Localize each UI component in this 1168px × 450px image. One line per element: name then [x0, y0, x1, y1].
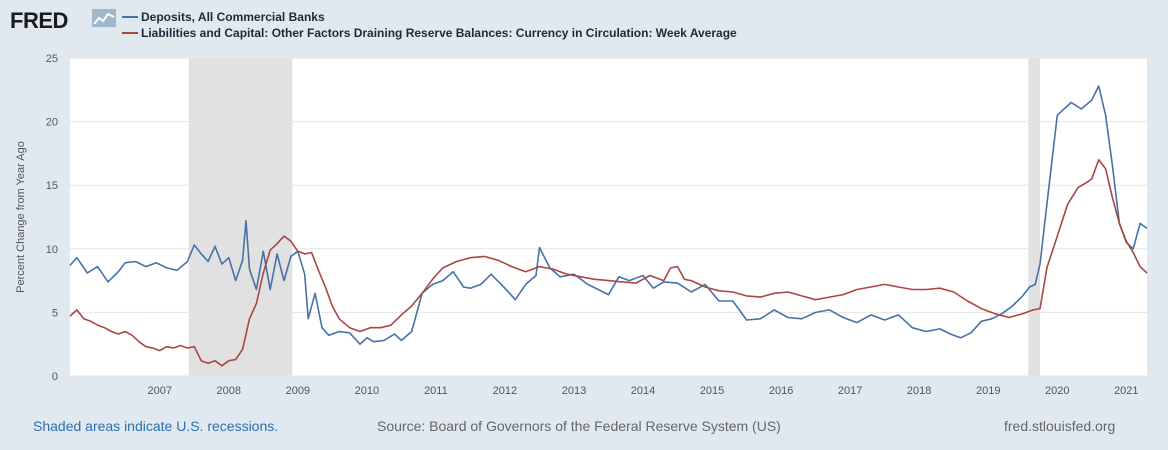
source-text: Source: Board of Governors of the Federa…	[377, 418, 781, 434]
y-tick-label: 10	[46, 244, 58, 256]
x-tick-label: 2013	[562, 385, 586, 397]
x-tick-label: 2020	[1045, 385, 1069, 397]
x-tick-label: 2016	[769, 385, 793, 397]
legend-swatch-deposits	[122, 15, 138, 18]
x-tick-label: 2012	[493, 385, 517, 397]
site-link[interactable]: fred.stlouisfed.org	[1004, 418, 1116, 434]
x-tick-label: 2019	[976, 385, 1000, 397]
series-line-deposits	[69, 85, 1148, 346]
recession-band-0	[188, 58, 293, 376]
recession-note-link[interactable]: Shaded areas indicate U.S. recessions.	[33, 418, 279, 434]
x-tick-label: 2014	[631, 385, 655, 397]
y-tick-label: 25	[46, 53, 58, 65]
y-tick-label: 20	[46, 117, 58, 129]
y-axis-label: Percent Change from Year Ago	[15, 141, 27, 293]
legend-item-deposits[interactable]: Deposits, All Commercial Banks	[122, 10, 325, 24]
x-tick-label: 2015	[700, 385, 724, 397]
legend-label-currency: Liabilities and Capital: Other Factors D…	[141, 26, 737, 40]
series-line-currency	[69, 159, 1148, 367]
legend-label-deposits: Deposits, All Commercial Banks	[141, 10, 325, 24]
legend-swatch-currency	[122, 31, 138, 34]
x-tick-label: 2007	[148, 385, 172, 397]
x-tick-label: 2009	[286, 385, 310, 397]
x-tick-label: 2018	[907, 385, 931, 397]
line-chart[interactable]: 0 5 10 15 20 25 2007 2008 2009 2010 2011 2012 2013 2…	[0, 0, 1168, 410]
y-tick-label: 15	[46, 180, 58, 192]
legend-item-currency[interactable]: Liabilities and Capital: Other Factors D…	[122, 26, 737, 40]
x-tick-label: 2011	[424, 385, 448, 397]
x-tick-label: 2008	[217, 385, 241, 397]
chart-header: FRED Deposits, All Commercial Banks Liab…	[0, 0, 1168, 50]
y-tick-label: 0	[52, 371, 58, 383]
x-tick-label: 2021	[1114, 385, 1138, 397]
x-tick-label: 2010	[355, 385, 379, 397]
recession-band-1	[1028, 58, 1040, 376]
fred-logo[interactable]: FRED	[10, 8, 68, 33]
fred-graph-icon	[92, 9, 116, 27]
x-tick-label: 2017	[838, 385, 862, 397]
y-tick-label: 5	[52, 307, 58, 319]
